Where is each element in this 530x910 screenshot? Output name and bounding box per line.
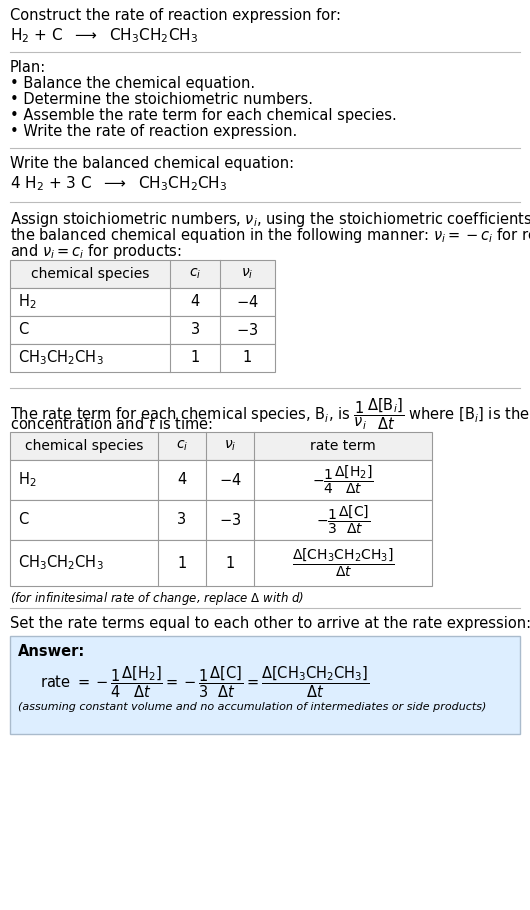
Bar (10, 344, 275, 372)
Text: $-\dfrac{1}{4}\dfrac{\Delta[\mathrm{H_2}]}{\Delta t}$: $-\dfrac{1}{4}\dfrac{\Delta[\mathrm{H_2}… (312, 464, 374, 496)
Text: Write the balanced chemical equation:: Write the balanced chemical equation: (10, 156, 294, 171)
Text: Assign stoichiometric numbers, $\nu_i$, using the stoichiometric coefficients, $: Assign stoichiometric numbers, $\nu_i$, … (10, 210, 530, 229)
Bar (10, 540, 432, 586)
Bar (10, 316, 275, 344)
Text: $\nu_i$: $\nu_i$ (241, 267, 254, 281)
Text: 4: 4 (178, 472, 187, 488)
Text: 4 H$_2$ + 3 C  $\longrightarrow$  CH$_3$CH$_2$CH$_3$: 4 H$_2$ + 3 C $\longrightarrow$ CH$_3$CH… (10, 174, 227, 193)
Text: concentration and $t$ is time:: concentration and $t$ is time: (10, 416, 213, 432)
Text: rate $= -\dfrac{1}{4}\dfrac{\Delta[\mathrm{H_2}]}{\Delta t} = -\dfrac{1}{3}\dfra: rate $= -\dfrac{1}{4}\dfrac{\Delta[\math… (40, 664, 369, 700)
Text: 4: 4 (190, 295, 200, 309)
Text: C: C (18, 322, 28, 338)
Text: $-3$: $-3$ (236, 322, 259, 338)
Text: CH$_3$CH$_2$CH$_3$: CH$_3$CH$_2$CH$_3$ (18, 349, 104, 368)
Text: $-\dfrac{1}{3}\dfrac{\Delta[\mathrm{C}]}{\Delta t}$: $-\dfrac{1}{3}\dfrac{\Delta[\mathrm{C}]}… (316, 504, 370, 536)
Bar (10, 460, 432, 500)
Text: H$_2$: H$_2$ (18, 470, 37, 490)
Text: rate term: rate term (310, 439, 376, 453)
Text: • Determine the stoichiometric numbers.: • Determine the stoichiometric numbers. (10, 92, 313, 107)
Text: Set the rate terms equal to each other to arrive at the rate expression:: Set the rate terms equal to each other t… (10, 616, 530, 631)
Text: chemical species: chemical species (31, 267, 149, 281)
Text: 1: 1 (243, 350, 252, 366)
Text: 3: 3 (178, 512, 187, 528)
Text: Construct the rate of reaction expression for:: Construct the rate of reaction expressio… (10, 8, 341, 23)
Text: 1: 1 (225, 555, 235, 571)
Text: • Balance the chemical equation.: • Balance the chemical equation. (10, 76, 255, 91)
Text: H$_2$: H$_2$ (18, 293, 37, 311)
Text: $-4$: $-4$ (236, 294, 259, 310)
Text: $\nu_i$: $\nu_i$ (224, 439, 236, 453)
Text: $c_i$: $c_i$ (176, 439, 188, 453)
Bar (10, 500, 432, 540)
Text: chemical species: chemical species (25, 439, 143, 453)
Bar (10, 432, 432, 460)
Text: 3: 3 (190, 322, 200, 338)
Text: (assuming constant volume and no accumulation of intermediates or side products): (assuming constant volume and no accumul… (18, 702, 487, 712)
Text: H$_2$ + C  $\longrightarrow$  CH$_3$CH$_2$CH$_3$: H$_2$ + C $\longrightarrow$ CH$_3$CH$_2$… (10, 26, 198, 45)
Text: $-4$: $-4$ (219, 472, 241, 488)
Text: Answer:: Answer: (18, 644, 85, 659)
Bar (10, 288, 275, 316)
Text: (for infinitesimal rate of change, replace $\Delta$ with $d$): (for infinitesimal rate of change, repla… (10, 590, 304, 607)
Text: $-3$: $-3$ (219, 512, 241, 528)
Text: • Write the rate of reaction expression.: • Write the rate of reaction expression. (10, 124, 297, 139)
FancyBboxPatch shape (10, 636, 520, 734)
Text: C: C (18, 512, 28, 528)
Text: CH$_3$CH$_2$CH$_3$: CH$_3$CH$_2$CH$_3$ (18, 553, 104, 572)
Text: $c_i$: $c_i$ (189, 267, 201, 281)
Text: the balanced chemical equation in the following manner: $\nu_i = -c_i$ for react: the balanced chemical equation in the fo… (10, 226, 530, 245)
Text: 1: 1 (190, 350, 200, 366)
Text: Plan:: Plan: (10, 60, 46, 75)
Text: • Assemble the rate term for each chemical species.: • Assemble the rate term for each chemic… (10, 108, 397, 123)
Text: and $\nu_i = c_i$ for products:: and $\nu_i = c_i$ for products: (10, 242, 182, 261)
Text: $\dfrac{\Delta[\mathrm{CH_3CH_2CH_3}]}{\Delta t}$: $\dfrac{\Delta[\mathrm{CH_3CH_2CH_3}]}{\… (292, 547, 394, 579)
Bar (10, 260, 275, 288)
Text: The rate term for each chemical species, B$_i$, is $\dfrac{1}{\nu_i}\dfrac{\Delt: The rate term for each chemical species,… (10, 396, 530, 431)
Text: 1: 1 (178, 555, 187, 571)
